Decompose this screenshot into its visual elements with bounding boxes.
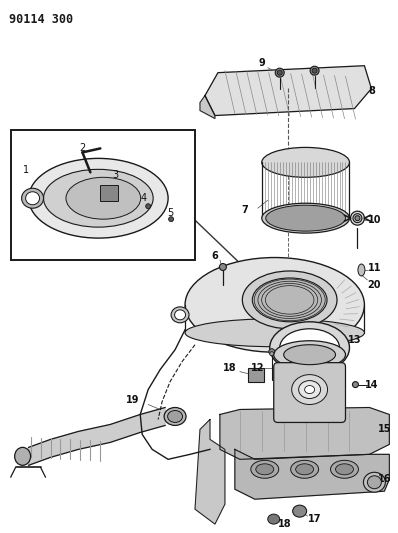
Text: 9: 9 bbox=[258, 58, 265, 68]
Text: 13: 13 bbox=[348, 335, 361, 345]
Ellipse shape bbox=[280, 329, 339, 367]
Text: 2: 2 bbox=[79, 143, 86, 154]
Text: 7: 7 bbox=[242, 205, 248, 215]
Ellipse shape bbox=[304, 385, 314, 393]
Ellipse shape bbox=[15, 447, 31, 465]
Ellipse shape bbox=[312, 68, 317, 73]
Ellipse shape bbox=[175, 310, 185, 320]
Text: 3: 3 bbox=[112, 171, 118, 180]
Polygon shape bbox=[29, 408, 165, 465]
Ellipse shape bbox=[25, 192, 39, 205]
Ellipse shape bbox=[29, 158, 168, 238]
Ellipse shape bbox=[262, 203, 349, 233]
Polygon shape bbox=[235, 449, 389, 499]
Ellipse shape bbox=[185, 319, 365, 347]
Ellipse shape bbox=[269, 349, 275, 354]
Ellipse shape bbox=[66, 177, 141, 219]
Ellipse shape bbox=[355, 216, 360, 221]
Text: 16: 16 bbox=[378, 474, 391, 484]
Ellipse shape bbox=[351, 211, 365, 225]
Ellipse shape bbox=[268, 514, 280, 524]
Ellipse shape bbox=[274, 341, 345, 369]
Ellipse shape bbox=[363, 472, 385, 492]
Ellipse shape bbox=[256, 464, 274, 475]
Ellipse shape bbox=[293, 505, 306, 517]
Ellipse shape bbox=[336, 464, 353, 475]
Text: 8: 8 bbox=[368, 86, 375, 95]
Ellipse shape bbox=[353, 214, 362, 223]
Ellipse shape bbox=[171, 307, 189, 323]
Polygon shape bbox=[200, 95, 215, 118]
Text: 5: 5 bbox=[167, 208, 173, 218]
Ellipse shape bbox=[331, 461, 359, 478]
Text: 19: 19 bbox=[125, 394, 139, 405]
Text: 15: 15 bbox=[378, 424, 391, 434]
Ellipse shape bbox=[251, 461, 279, 478]
Bar bbox=[100, 185, 118, 201]
Ellipse shape bbox=[219, 263, 226, 270]
Ellipse shape bbox=[262, 148, 349, 177]
Ellipse shape bbox=[298, 381, 320, 399]
Polygon shape bbox=[195, 419, 225, 524]
Ellipse shape bbox=[367, 476, 381, 489]
Ellipse shape bbox=[275, 68, 284, 77]
Ellipse shape bbox=[164, 408, 186, 425]
Polygon shape bbox=[205, 66, 371, 116]
Ellipse shape bbox=[270, 322, 349, 374]
Ellipse shape bbox=[168, 410, 183, 423]
Text: 10: 10 bbox=[368, 215, 381, 225]
Bar bbox=[248, 368, 264, 382]
Ellipse shape bbox=[21, 188, 43, 208]
Ellipse shape bbox=[291, 461, 318, 478]
Text: 1: 1 bbox=[23, 165, 29, 175]
Ellipse shape bbox=[353, 382, 359, 387]
Ellipse shape bbox=[270, 352, 274, 356]
Ellipse shape bbox=[277, 70, 282, 75]
Ellipse shape bbox=[185, 257, 365, 352]
Ellipse shape bbox=[296, 464, 314, 475]
FancyBboxPatch shape bbox=[274, 362, 345, 423]
Ellipse shape bbox=[310, 66, 319, 75]
Text: 18: 18 bbox=[223, 362, 237, 373]
Text: 12: 12 bbox=[251, 362, 265, 373]
Ellipse shape bbox=[252, 278, 327, 322]
Text: 90114 300: 90114 300 bbox=[9, 13, 73, 26]
Bar bbox=[11, 131, 195, 260]
Text: 4: 4 bbox=[140, 193, 146, 203]
Text: 14: 14 bbox=[365, 379, 378, 390]
Polygon shape bbox=[220, 408, 389, 459]
Ellipse shape bbox=[43, 169, 153, 227]
Text: 18: 18 bbox=[278, 519, 291, 529]
Ellipse shape bbox=[292, 375, 328, 405]
Text: 11: 11 bbox=[368, 263, 381, 273]
Ellipse shape bbox=[146, 204, 151, 209]
Ellipse shape bbox=[169, 217, 174, 222]
Text: 20: 20 bbox=[368, 280, 381, 290]
Text: 17: 17 bbox=[308, 514, 321, 524]
Text: 6: 6 bbox=[212, 251, 219, 261]
Ellipse shape bbox=[284, 345, 336, 365]
Ellipse shape bbox=[242, 271, 337, 329]
Ellipse shape bbox=[358, 264, 365, 276]
Ellipse shape bbox=[266, 205, 345, 231]
